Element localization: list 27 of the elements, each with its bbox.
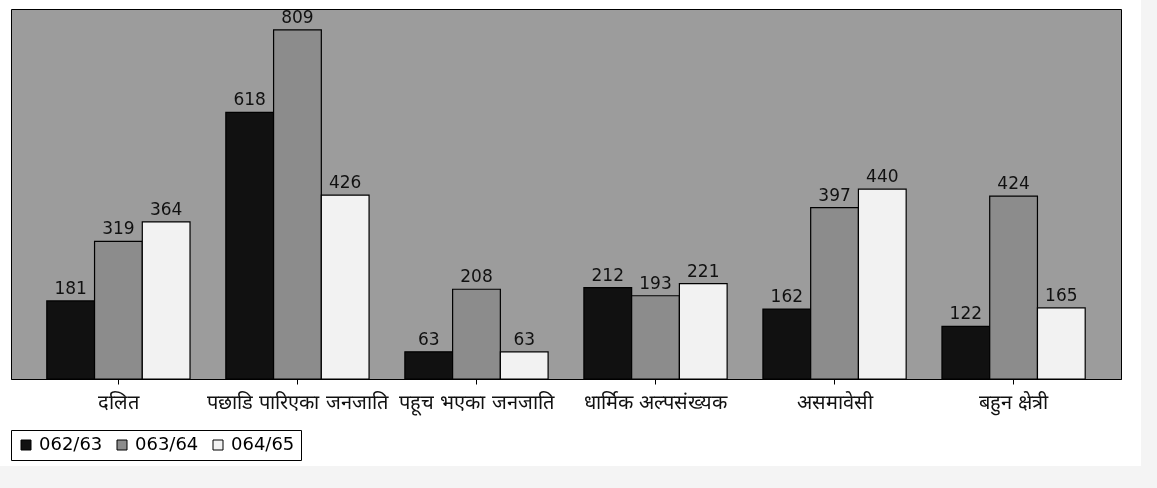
x-tick-label: असमावेसी xyxy=(796,389,874,414)
data-label: 424 xyxy=(997,173,1030,194)
data-label: 319 xyxy=(102,218,135,239)
data-label: 181 xyxy=(54,277,87,298)
data-label: 63 xyxy=(513,328,536,349)
x-tick-label: बहुन क्षेत्री xyxy=(978,389,1050,416)
legend-label: 062/63 xyxy=(39,433,103,454)
data-label: 208 xyxy=(460,266,493,287)
x-tick-label: पहूच भएका जनजाति xyxy=(399,389,555,416)
data-label: 193 xyxy=(639,272,672,293)
data-label: 364 xyxy=(149,198,183,219)
data-label: 809 xyxy=(281,6,314,27)
x-tick-label: दलित xyxy=(97,389,140,414)
data-label: 162 xyxy=(770,286,804,307)
legend-label: 064/65 xyxy=(231,433,295,454)
data-label: 618 xyxy=(233,89,266,110)
data-label: 426 xyxy=(328,172,362,193)
data-label: 397 xyxy=(818,184,851,205)
data-label: 221 xyxy=(687,260,720,281)
data-label: 212 xyxy=(591,264,624,285)
data-label: 165 xyxy=(1045,284,1078,305)
x-tick-label: पछाडि पारिएका जनजाति xyxy=(207,389,389,414)
x-tick-label: धार्मिक अल्पसंख्यक xyxy=(583,389,729,414)
data-label: 440 xyxy=(866,166,899,187)
legend-label: 063/64 xyxy=(135,433,199,454)
data-label: 63 xyxy=(417,328,440,349)
data-label: 122 xyxy=(949,303,983,324)
